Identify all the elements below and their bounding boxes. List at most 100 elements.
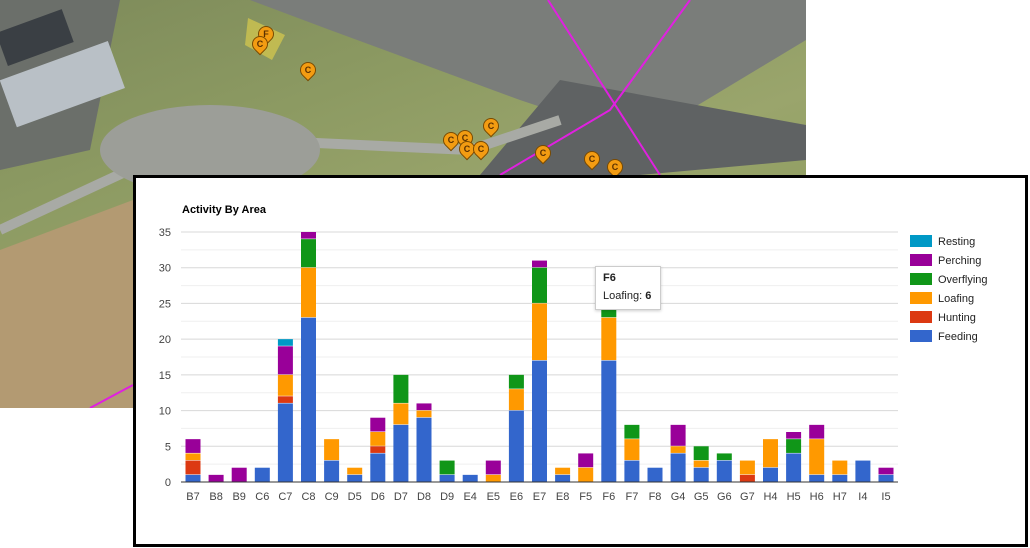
bridge	[480, 80, 806, 175]
bar-perching-I5[interactable]	[878, 467, 894, 475]
bar-loafing-H6[interactable]	[809, 439, 825, 475]
x-tick-label: G4	[671, 491, 686, 503]
x-tick-label: E8	[556, 491, 569, 503]
bar-feeding-D5[interactable]	[347, 474, 363, 482]
bar-perching-C8[interactable]	[301, 232, 316, 239]
bar-loafing-B7[interactable]	[185, 453, 201, 461]
x-tick-label: F6	[602, 491, 615, 503]
boundary-line	[547, 0, 661, 176]
legend-label-feeding[interactable]: Feeding	[938, 331, 978, 343]
bar-feeding-I4[interactable]	[855, 460, 871, 482]
bar-loafing-E8[interactable]	[555, 467, 571, 475]
bar-loafing-H7[interactable]	[832, 460, 848, 475]
bar-overflying-D9[interactable]	[439, 460, 455, 475]
bar-feeding-E6[interactable]	[508, 410, 524, 482]
bar-perching-F5[interactable]	[578, 453, 594, 468]
bar-feeding-H4[interactable]	[763, 467, 778, 482]
y-tick-label: 35	[159, 227, 171, 239]
bar-feeding-G6[interactable]	[716, 460, 732, 482]
bar-loafing-C7[interactable]	[277, 374, 293, 396]
bar-feeding-B7[interactable]	[185, 474, 201, 482]
bar-overflying-D7[interactable]	[393, 374, 409, 403]
legend-swatch-hunting	[910, 311, 932, 323]
bar-overflying-G6[interactable]	[716, 453, 732, 461]
bar-overflying-E7[interactable]	[532, 267, 547, 303]
bar-perching-B9[interactable]	[231, 467, 247, 482]
x-tick-label: F8	[649, 491, 662, 503]
bar-feeding-F8[interactable]	[647, 467, 663, 482]
bar-perching-H5[interactable]	[786, 432, 802, 439]
bar-feeding-H5[interactable]	[786, 453, 802, 482]
legend-swatch-loafing	[910, 292, 932, 304]
bar-feeding-E7[interactable]	[532, 360, 547, 482]
bar-feeding-C7[interactable]	[277, 403, 293, 482]
x-tick-label: C9	[325, 491, 339, 503]
bar-feeding-H7[interactable]	[832, 474, 848, 482]
bar-overflying-F7[interactable]	[624, 424, 640, 439]
bar-overflying-E6[interactable]	[508, 374, 524, 389]
bar-perching-C7[interactable]	[277, 346, 293, 375]
bar-loafing-D5[interactable]	[347, 467, 363, 475]
bar-loafing-G4[interactable]	[670, 446, 686, 453]
bar-feeding-C8[interactable]	[301, 317, 316, 482]
bar-perching-B7[interactable]	[185, 439, 201, 453]
legend-label-hunting[interactable]: Hunting	[938, 312, 976, 324]
bar-feeding-C9[interactable]	[324, 460, 340, 482]
bar-feeding-C6[interactable]	[254, 467, 270, 482]
bar-perching-H6[interactable]	[809, 424, 825, 439]
bar-overflying-C8[interactable]	[301, 239, 316, 268]
bar-feeding-D9[interactable]	[439, 474, 455, 482]
bar-perching-D6[interactable]	[370, 417, 386, 432]
y-tick-label: 5	[165, 441, 171, 453]
bar-hunting-C7[interactable]	[277, 396, 293, 403]
legend-label-loafing[interactable]: Loafing	[938, 293, 974, 305]
bar-feeding-D7[interactable]	[393, 424, 409, 482]
bar-loafing-F6[interactable]	[601, 317, 617, 361]
bar-loafing-D6[interactable]	[370, 432, 386, 446]
bar-perching-G4[interactable]	[670, 424, 686, 446]
legend-label-overflying[interactable]: Overflying	[938, 274, 988, 286]
bar-loafing-D7[interactable]	[393, 403, 409, 425]
map-features	[0, 0, 806, 408]
bar-hunting-B7[interactable]	[185, 460, 201, 475]
bar-feeding-F7[interactable]	[624, 460, 640, 482]
bar-loafing-H4[interactable]	[763, 439, 778, 468]
y-tick-label: 0	[165, 477, 171, 489]
bar-overflying-G5[interactable]	[693, 446, 709, 461]
bar-feeding-E4[interactable]	[462, 474, 478, 482]
bar-perching-B8[interactable]	[208, 474, 224, 482]
legend-label-resting[interactable]: Resting	[938, 236, 975, 248]
bar-feeding-F6[interactable]	[601, 360, 617, 482]
bar-loafing-E6[interactable]	[508, 389, 524, 411]
bar-feeding-D8[interactable]	[416, 417, 432, 482]
x-tick-label: F5	[579, 491, 592, 503]
bar-feeding-G4[interactable]	[670, 453, 686, 482]
bar-feeding-E8[interactable]	[555, 474, 571, 482]
bar-feeding-D6[interactable]	[370, 453, 386, 482]
bar-overflying-H5[interactable]	[786, 439, 802, 453]
bar-hunting-D6[interactable]	[370, 446, 386, 453]
bar-loafing-G5[interactable]	[693, 460, 709, 468]
bar-feeding-G5[interactable]	[693, 467, 709, 482]
bar-resting-C7[interactable]	[277, 339, 293, 346]
bar-loafing-E5[interactable]	[485, 474, 501, 482]
bar-loafing-C8[interactable]	[301, 267, 316, 318]
y-tick-label: 25	[159, 298, 171, 310]
building	[0, 9, 74, 66]
chart-tooltip: F6 Loafing: 6	[595, 266, 661, 310]
bar-loafing-C9[interactable]	[324, 439, 340, 461]
bar-perching-D8[interactable]	[416, 403, 432, 411]
bar-loafing-F5[interactable]	[578, 467, 594, 482]
bar-hunting-G7[interactable]	[739, 474, 755, 482]
legend-label-perching[interactable]: Perching	[938, 255, 981, 267]
bar-feeding-I5[interactable]	[878, 474, 894, 482]
bar-loafing-G7[interactable]	[739, 460, 755, 475]
bar-perching-E5[interactable]	[485, 460, 501, 475]
boundary-line	[89, 384, 134, 408]
bar-loafing-E7[interactable]	[532, 303, 547, 361]
bar-perching-E7[interactable]	[532, 260, 547, 268]
x-tick-label: D5	[348, 491, 362, 503]
bar-loafing-D8[interactable]	[416, 410, 432, 418]
bar-loafing-F7[interactable]	[624, 439, 640, 461]
bar-feeding-H6[interactable]	[809, 474, 825, 482]
